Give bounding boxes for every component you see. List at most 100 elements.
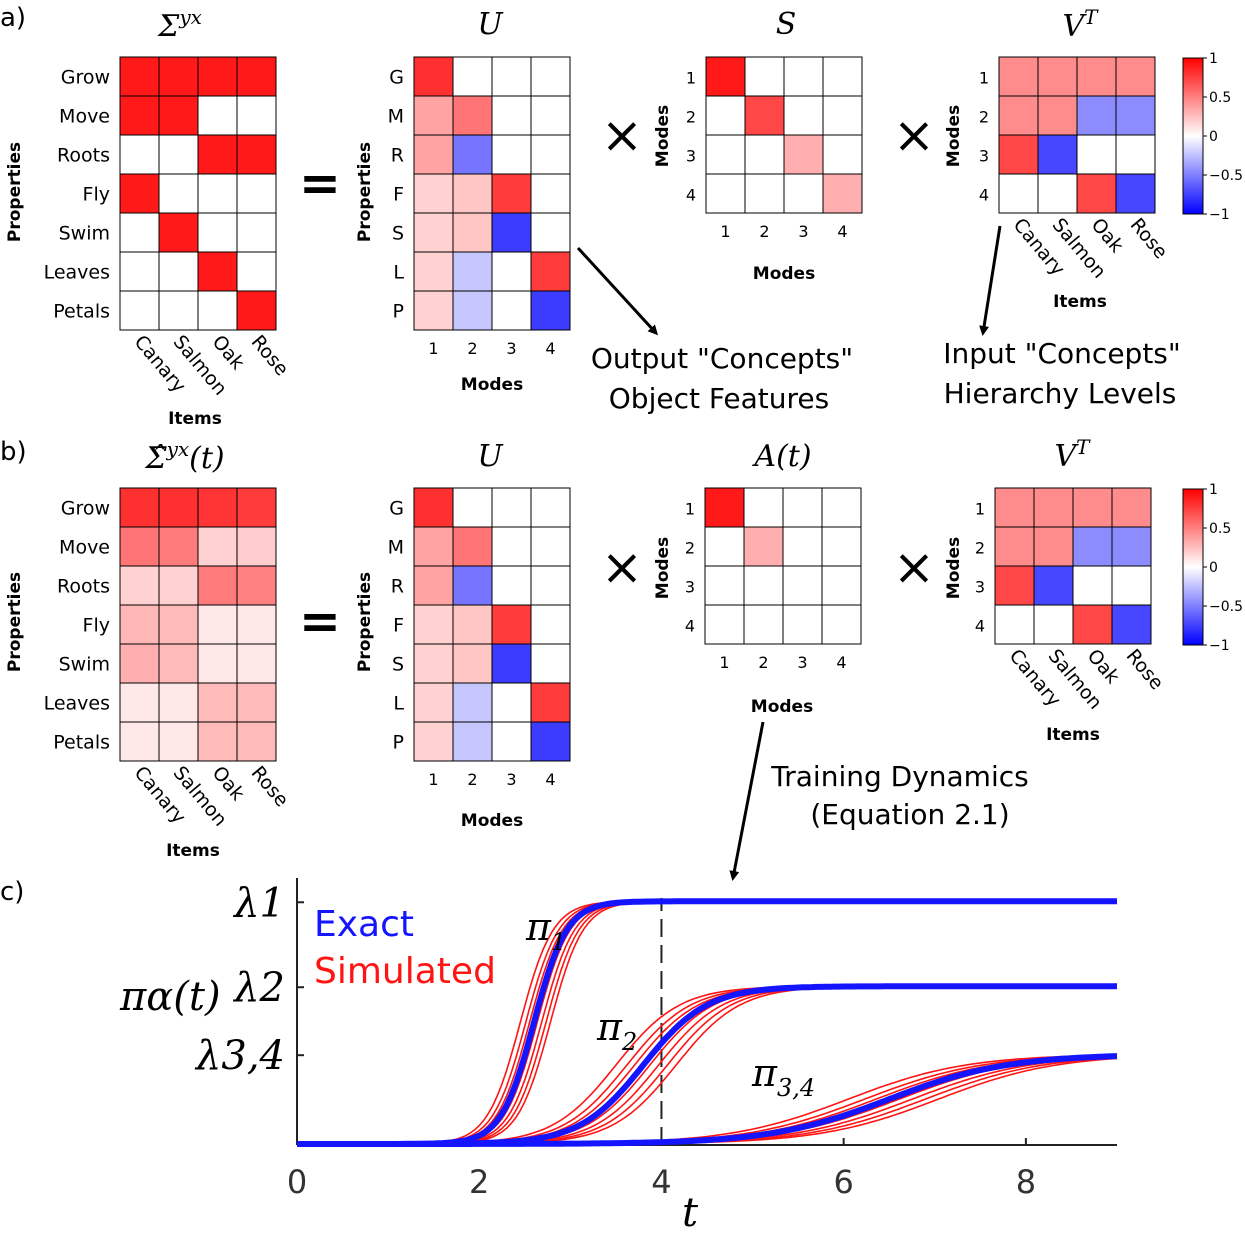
heatmap-cell [236, 251, 277, 292]
heatmap-cell [530, 721, 571, 762]
heatmap-cell [452, 212, 493, 253]
heatmap-cell [119, 721, 160, 762]
vt-a-title: VT [1062, 5, 1099, 44]
heatmap-cell [236, 95, 277, 136]
mode-label: 2 [759, 222, 769, 241]
mode-label: 4 [545, 339, 555, 358]
row-label: Move [59, 106, 110, 128]
heatmap-cell [197, 134, 238, 175]
colorbar-tick-label: 0 [1209, 129, 1218, 145]
colorbar-tick-label: −0.5 [1209, 168, 1243, 184]
properties-axis-title: Properties [5, 572, 25, 672]
heatmap-cell [197, 56, 238, 97]
heatmap-cell [119, 56, 160, 97]
heatmap-cell [491, 56, 532, 97]
row-label: F [393, 615, 404, 637]
heatmap-cell [744, 173, 785, 214]
simulated-curve [297, 900, 1117, 1145]
row-label: 4 [686, 186, 696, 205]
times-sign-a1: × [601, 106, 643, 164]
modes-axis-title: Modes [751, 697, 813, 717]
heatmap-cell [491, 604, 532, 645]
heatmap-cell [1111, 487, 1152, 528]
heatmap-cell [704, 526, 745, 567]
simulated-curve [297, 900, 1117, 1145]
heatmap-cell [452, 56, 493, 97]
heatmap-cell [998, 95, 1039, 136]
heatmap-cell [994, 565, 1035, 606]
heatmap-cell [743, 604, 784, 645]
heatmap-cell [197, 173, 238, 214]
series-π3,4 [297, 1053, 1118, 1147]
y-tick-label: λ3,4 [194, 1033, 285, 1079]
heatmap-cell [197, 212, 238, 253]
heatmap-cell [1072, 604, 1113, 645]
heatmap-cell [1115, 56, 1156, 97]
row-label: Grow [61, 67, 110, 89]
heatmap-cell [821, 526, 862, 567]
heatmap-cell [236, 682, 277, 723]
training-dynamics-text: Training Dynamics [770, 760, 1028, 793]
row-label: S [392, 654, 404, 676]
heatmap-cell [197, 604, 238, 645]
heatmap-cell [491, 95, 532, 136]
object-features-text: Object Features [609, 382, 830, 415]
mode-label: 2 [467, 339, 477, 358]
modes-axis-title: Modes [653, 105, 673, 167]
panel-a-label: a) [0, 3, 26, 33]
heatmap-cell [119, 290, 160, 331]
heatmap-cell [413, 643, 454, 684]
row-label: 1 [685, 500, 695, 519]
panel-c-label: c) [0, 877, 24, 907]
times-sign-b1: × [601, 538, 643, 596]
row-label: 4 [685, 617, 695, 636]
modes-axis-title: Modes [944, 105, 964, 167]
row-label: Petals [53, 732, 110, 754]
properties-axis-title: Properties [5, 142, 25, 242]
heatmap-cell [236, 212, 277, 253]
heatmap-cell [158, 212, 199, 253]
heatmap-cell [1115, 173, 1156, 214]
heatmap-cell [236, 173, 277, 214]
u-b-title: U [477, 439, 504, 474]
heatmap-cell [158, 526, 199, 567]
mode-label: 1 [428, 339, 438, 358]
row-label: Move [59, 537, 110, 559]
heatmap-cell [452, 251, 493, 292]
colorbar-tick-label: 0.5 [1209, 90, 1231, 106]
s-a-title: S [776, 7, 797, 42]
heatmap-cell [1037, 56, 1078, 97]
colorbar-b: 1 0.5 0 −0.5 −1 [1182, 482, 1243, 654]
row-label: P [393, 301, 404, 323]
items-axis-title: Items [1046, 725, 1100, 745]
row-label: G [389, 67, 404, 89]
heatmap-cell [413, 251, 454, 292]
heatmap-cell [197, 251, 238, 292]
heatmap-cell [1111, 565, 1152, 606]
heatmap-cell [158, 95, 199, 136]
sigma-b-matrix: GrowMoveRootsFlySwimLeavesPetalsCanarySa… [5, 487, 293, 861]
heatmap-cell [743, 565, 784, 606]
heatmap-cell [236, 134, 277, 175]
heatmap-cell [491, 487, 532, 528]
heatmap-cell [452, 290, 493, 331]
modes-axis-title: Modes [944, 537, 964, 599]
training-dynamics-chart: 0 2 4 6 8 t λ1 λ2 λ3,4 πα(t) π1 π2 π3,4 Exact Simulate… [119, 878, 1118, 1236]
heatmap-cell [743, 526, 784, 567]
heatmap-cell [998, 134, 1039, 175]
heatmap-cell [197, 526, 238, 567]
heatmap-cell [236, 721, 277, 762]
colorbar-tick-label: −1 [1209, 207, 1230, 223]
heatmap-cell [158, 643, 199, 684]
row-label: Petals [53, 301, 110, 323]
heatmap-cell [1072, 487, 1113, 528]
simulated-curve [297, 900, 1117, 1145]
items-axis-title: Items [166, 841, 220, 861]
heatmap-cell [413, 212, 454, 253]
heatmap-cell [822, 56, 863, 97]
heatmap-cell [1076, 95, 1117, 136]
heatmap-cell [119, 134, 160, 175]
heatmap-cell [413, 173, 454, 214]
